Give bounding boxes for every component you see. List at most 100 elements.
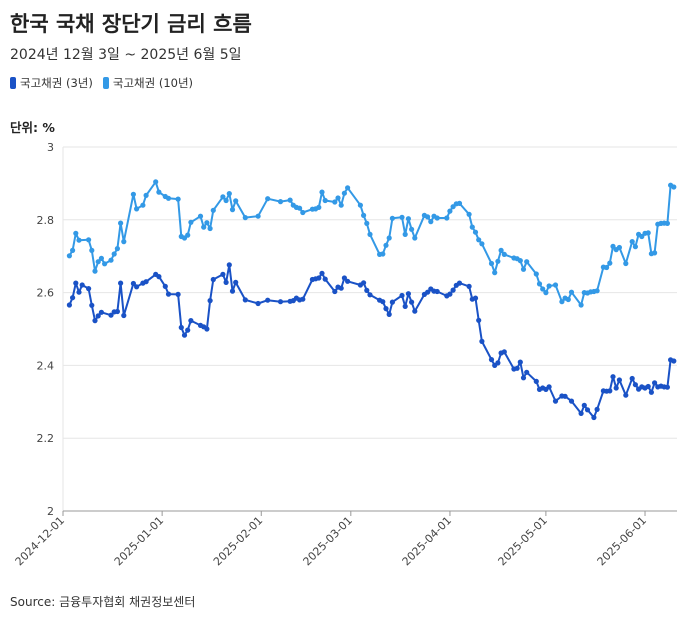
data-point-3y (178, 324, 184, 331)
data-point-10y (469, 224, 475, 230)
data-point-10y (102, 261, 108, 267)
data-point-3y (623, 392, 629, 398)
data-point-10y (70, 247, 76, 253)
data-point-3y (425, 289, 431, 295)
data-point-10y (533, 271, 539, 277)
data-point-3y (76, 289, 82, 295)
data-point-3y (383, 306, 389, 312)
data-point-10y (434, 215, 440, 221)
data-point-10y (520, 266, 527, 272)
data-point-3y (79, 282, 85, 288)
data-point-3y (364, 287, 370, 293)
legend-item-10y[interactable]: 국고채권 (10년) (102, 75, 193, 91)
data-point-10y (610, 243, 616, 249)
data-point-10y (197, 213, 204, 219)
data-point-3y (629, 375, 635, 382)
data-point-10y (383, 242, 389, 248)
data-point-10y (76, 237, 82, 243)
data-point-10y (220, 194, 226, 200)
data-point-3y (162, 283, 168, 289)
data-point-3y (181, 332, 188, 338)
data-point-10y (664, 220, 671, 226)
data-point-10y (607, 260, 613, 266)
data-point-10y (652, 250, 658, 256)
data-point-3y (524, 369, 530, 375)
data-point-10y (332, 199, 338, 205)
data-point-3y (66, 302, 72, 308)
data-point-10y (479, 241, 485, 247)
data-point-10y (444, 215, 450, 221)
data-point-3y (134, 284, 140, 290)
data-point-3y (108, 312, 114, 318)
data-point-10y (121, 239, 127, 245)
data-point-3y (517, 359, 523, 365)
data-point-10y (492, 270, 498, 276)
y-tick-label: 2.4 (37, 359, 55, 372)
x-tick-label: 2025-01-01 (112, 514, 166, 568)
data-point-10y (66, 253, 72, 259)
data-point-3y (89, 302, 95, 308)
data-point-10y (498, 247, 504, 253)
data-point-3y (130, 280, 136, 287)
data-point-10y (623, 260, 629, 267)
y-tick-label: 3 (47, 141, 54, 154)
data-point-10y (277, 199, 284, 205)
data-point-3y (607, 388, 613, 394)
data-point-10y (111, 251, 117, 257)
data-point-3y (92, 318, 98, 324)
data-point-3y (562, 393, 568, 399)
data-point-3y (450, 287, 456, 293)
data-point-3y (409, 299, 415, 305)
data-point-10y (73, 230, 79, 236)
data-point-10y (380, 251, 386, 257)
data-point-3y (156, 274, 162, 280)
data-point-10y (98, 255, 104, 261)
y-tick-label: 2.6 (37, 287, 55, 300)
data-point-3y (652, 380, 658, 386)
data-point-10y (156, 189, 162, 195)
data-point-10y (114, 246, 120, 252)
data-point-3y (495, 360, 501, 366)
data-point-3y (402, 303, 408, 309)
series-line-10y (68, 180, 675, 306)
data-point-10y (207, 225, 213, 232)
data-point-10y (319, 189, 325, 195)
data-point-3y (584, 407, 591, 413)
data-point-3y (204, 326, 210, 332)
data-point-3y (610, 374, 616, 380)
x-tick-label: 2025-02-01 (211, 514, 265, 568)
y-tick-label: 2.2 (37, 432, 55, 445)
legend-swatch-3y (10, 77, 16, 89)
data-point-3y (568, 398, 575, 404)
data-point-3y (226, 262, 232, 268)
data-point-3y (220, 271, 226, 277)
data-point-10y (552, 282, 559, 288)
data-point-3y (367, 292, 373, 298)
data-point-10y (399, 214, 405, 220)
data-point-3y (300, 296, 306, 302)
data-point-3y (613, 385, 619, 391)
chart-subtitle: 2024년 12월 3일 ~ 2025년 6월 5일 (10, 47, 242, 63)
data-point-3y (578, 410, 584, 416)
data-point-3y (389, 299, 395, 305)
data-point-3y (70, 295, 76, 301)
data-point-10y (559, 299, 565, 305)
legend-item-3y[interactable]: 국고채권 (3년) (10, 75, 93, 91)
data-point-10y (604, 264, 610, 271)
data-point-3y (645, 383, 651, 390)
data-point-10y (316, 204, 322, 210)
data-point-3y (188, 318, 194, 324)
data-point-3y (591, 414, 597, 421)
data-point-3y (73, 280, 79, 286)
data-point-10y (447, 208, 453, 214)
data-point-10y (130, 191, 136, 197)
data-point-3y (332, 288, 338, 295)
data-point-10y (210, 207, 216, 213)
data-point-3y (361, 280, 367, 286)
data-point-10y (517, 258, 523, 264)
data-point-10y (201, 224, 207, 230)
data-point-10y (255, 213, 261, 219)
data-point-10y (386, 235, 392, 241)
data-point-10y (95, 259, 101, 265)
